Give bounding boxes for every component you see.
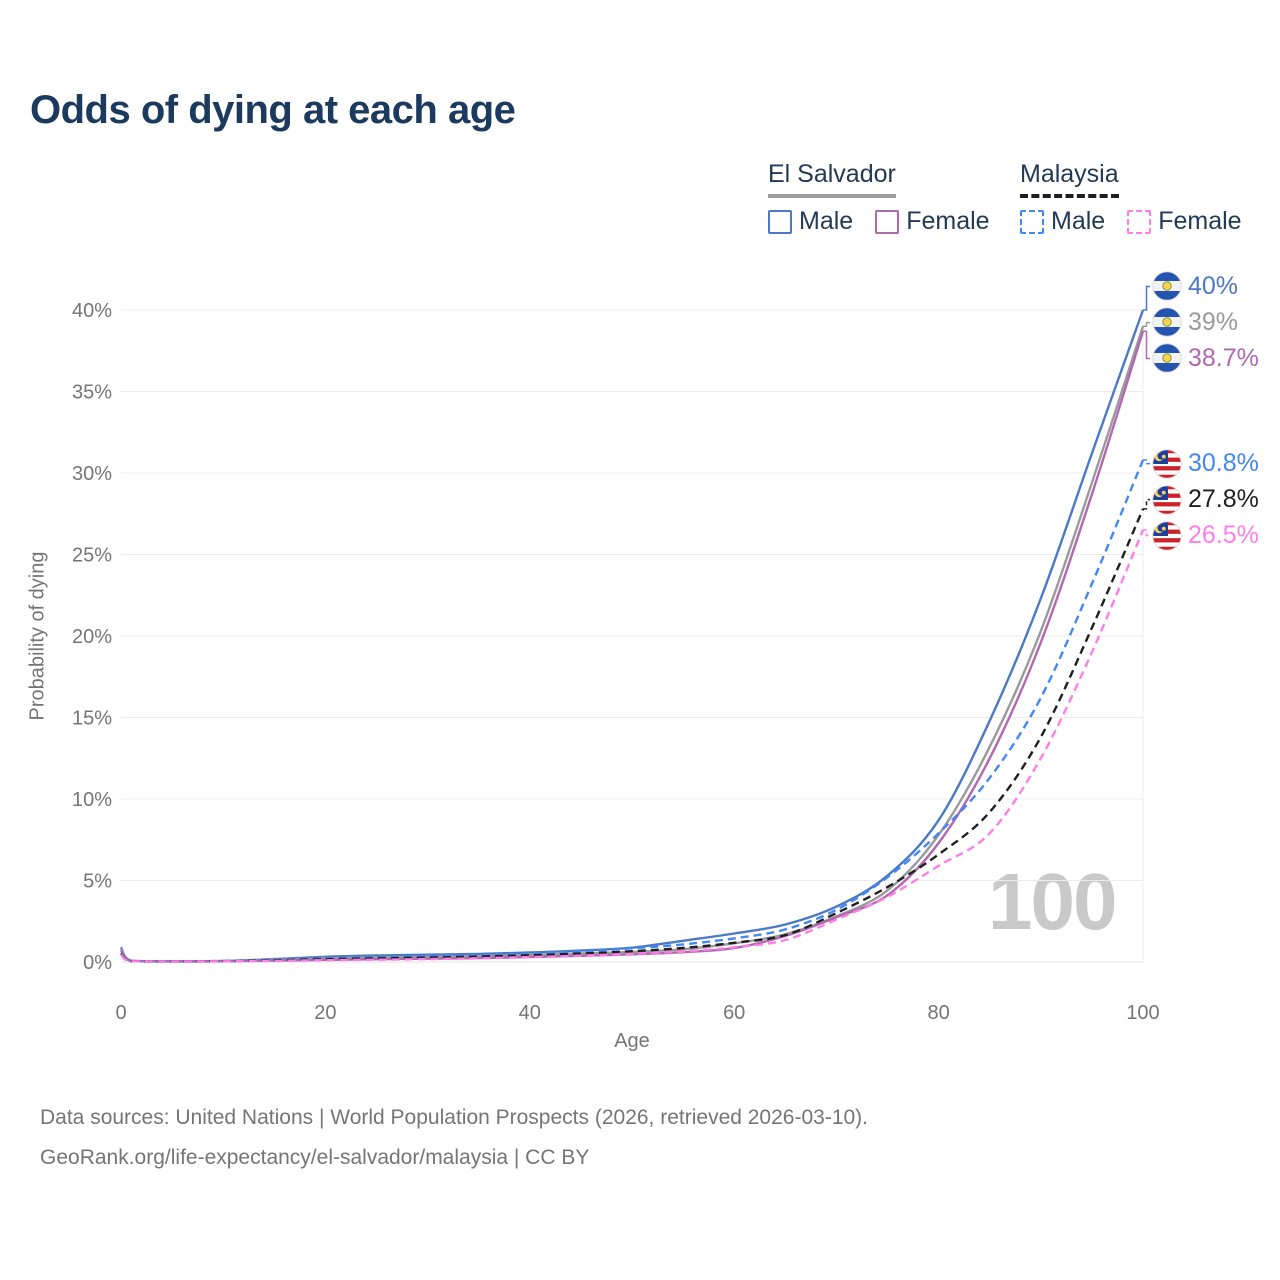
y-tick-label: 25%: [72, 545, 112, 567]
end-label-connector: [1143, 498, 1150, 510]
series-line-malaysia-female: [120, 529, 1145, 963]
end-label-value: 27.8%: [1188, 485, 1259, 514]
y-tick-label: 20%: [72, 626, 112, 648]
series-line-malaysia-both-sexes: [120, 508, 1145, 963]
age-watermark: 100: [988, 857, 1117, 946]
y-tick-label: 35%: [72, 382, 112, 404]
legend-item-malaysia-male[interactable]: Male: [1020, 207, 1105, 236]
series-line-el-salvador-both-sexes: [119, 325, 1145, 963]
legend-label-malaysia-male: Male: [1051, 207, 1106, 235]
el-salvador-flag-icon: [1152, 343, 1182, 374]
end-label-connector: [1143, 321, 1150, 328]
end-label-malaysia-both-sexes: 27.8%: [1152, 484, 1259, 515]
y-tick-label: 0%: [83, 952, 112, 974]
y-axis-title: Probability of dying: [26, 551, 49, 721]
end-label-connector: [1143, 529, 1150, 537]
legend-country-el-salvador: El Salvador: [768, 160, 896, 198]
malaysia-flag-icon: [1152, 520, 1182, 551]
x-axis-title: Age: [614, 1030, 650, 1052]
page-title: Odds of dying at each age: [30, 88, 516, 132]
end-label-connector: [1143, 459, 1150, 465]
end-label-el-salvador-female: 38.7%: [1152, 343, 1259, 374]
checkbox-el-salvador-male-icon[interactable]: [768, 209, 792, 234]
end-label-el-salvador-male: 40%: [1152, 271, 1239, 302]
y-tick-label: 10%: [72, 789, 112, 811]
end-label-connector: [1143, 330, 1150, 360]
end-label-connector: [1143, 285, 1150, 311]
end-label-value: 26.5%: [1188, 521, 1259, 550]
y-tick-label: 40%: [72, 300, 112, 322]
end-label-value: 30.8%: [1188, 449, 1259, 478]
legend-label-el-salvador-male: Male: [799, 207, 854, 235]
series-line-malaysia-male: [120, 459, 1145, 963]
y-tick-label: 15%: [72, 708, 112, 730]
checkbox-malaysia-female-icon[interactable]: [1127, 209, 1152, 234]
legend-item-el-salvador-female[interactable]: Female: [875, 207, 990, 236]
attribution-link: GeoRank.org/life-expectancy/el-salvador/…: [40, 1146, 590, 1169]
x-tick-label: 0: [115, 1002, 126, 1024]
legend-group-el-salvador: El Salvador Male Female: [768, 160, 1012, 236]
checkbox-malaysia-male-icon[interactable]: [1020, 209, 1044, 234]
y-tick-label: 30%: [72, 463, 112, 485]
x-tick-label: 60: [723, 1002, 745, 1024]
end-label-value: 40%: [1188, 271, 1239, 300]
data-sources-note: Data sources: United Nations | World Pop…: [40, 1106, 869, 1129]
el-salvador-flag-icon: [1152, 307, 1182, 338]
legend-label-el-salvador-female: Female: [906, 207, 990, 235]
end-label-el-salvador-both-sexes: 39%: [1152, 307, 1239, 338]
end-label-malaysia-male: 30.8%: [1152, 448, 1259, 479]
x-tick-label: 100: [1126, 1002, 1159, 1024]
end-label-value: 39%: [1188, 307, 1239, 336]
legend-group-malaysia: Malaysia Male Female: [1020, 160, 1264, 236]
x-tick-label: 20: [314, 1002, 336, 1024]
end-label-malaysia-female: 26.5%: [1152, 520, 1259, 551]
end-label-value: 38.7%: [1188, 343, 1259, 372]
x-tick-label: 40: [519, 1002, 541, 1024]
x-tick-label: 80: [927, 1002, 949, 1024]
malaysia-flag-icon: [1152, 448, 1182, 479]
malaysia-flag-icon: [1152, 484, 1182, 515]
series-line-el-salvador-female: [120, 330, 1145, 963]
el-salvador-flag-icon: [1152, 271, 1182, 302]
legend-country-malaysia: Malaysia: [1020, 160, 1119, 198]
legend-row-el-salvador: Male Female: [768, 207, 1012, 236]
legend-item-malaysia-female[interactable]: Female: [1127, 207, 1242, 236]
legend-item-el-salvador-male[interactable]: Male: [768, 207, 853, 236]
legend-label-malaysia-female: Female: [1158, 207, 1242, 235]
legend-row-malaysia: Male Female: [1020, 207, 1264, 236]
checkbox-el-salvador-female-icon[interactable]: [875, 209, 900, 234]
y-tick-label: 5%: [83, 871, 112, 893]
